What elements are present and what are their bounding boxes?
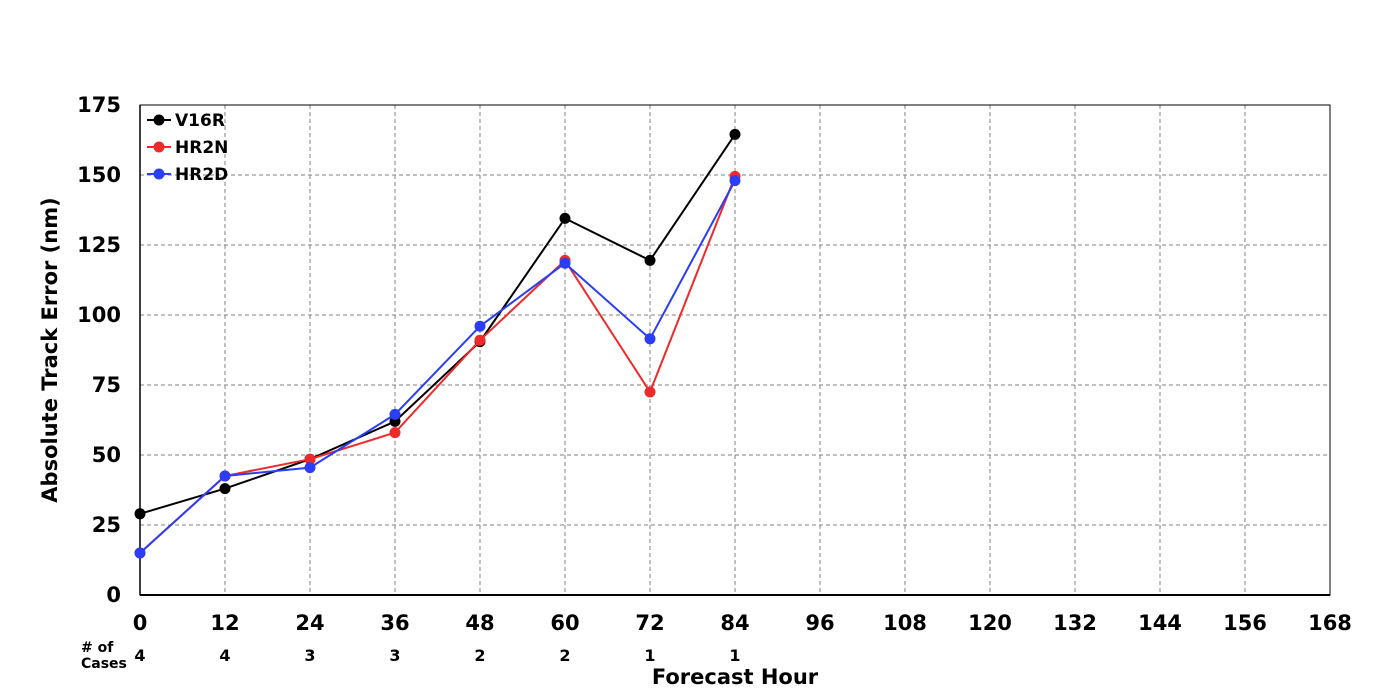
x-tick-label-60: 60 (550, 611, 579, 635)
legend-item-v16r: V16R (147, 111, 225, 131)
cases-row: # of Cases 4 4 3 3 2 2 1 1 (81, 640, 741, 672)
legend-label-hr2d: HR2D (175, 165, 228, 185)
cases-value-84: 1 (729, 646, 740, 665)
data-point-hr2d-48 (474, 320, 486, 332)
x-tick-label-12: 12 (210, 611, 239, 635)
y-tick-label-150: 150 (77, 163, 121, 187)
legend-label-v16r: V16R (175, 111, 225, 131)
x-tick-label-132: 132 (1053, 611, 1097, 635)
cases-label-line1: # of (81, 640, 114, 656)
data-point-hr2d-12 (219, 470, 231, 482)
legend-item-hr2n: HR2N (147, 138, 228, 158)
y-tick-label-25: 25 (92, 513, 121, 537)
data-point-v16r-60 (559, 212, 571, 224)
cases-value-12: 4 (219, 646, 230, 665)
legend-marker-hr2n (153, 141, 165, 153)
legend: V16R HR2N HR2D (147, 111, 228, 185)
data-point-hr2n-36 (389, 427, 401, 439)
data-point-hr2n-48 (474, 334, 486, 346)
x-tick-label-108: 108 (883, 611, 927, 635)
cases-value-60: 2 (559, 646, 570, 665)
legend-item-hr2d: HR2D (147, 165, 228, 185)
data-point-v16r-72 (644, 254, 656, 266)
x-tick-label-156: 156 (1223, 611, 1267, 635)
y-tick-label-50: 50 (92, 443, 121, 467)
x-tick-label-24: 24 (295, 611, 324, 635)
x-tick-label-36: 36 (380, 611, 409, 635)
data-point-hr2d-84 (729, 175, 741, 187)
data-point-hr2d-60 (559, 257, 571, 269)
data-point-hr2d-36 (389, 408, 401, 420)
x-tick-label-144: 144 (1138, 611, 1182, 635)
series-line-hr2d (139, 180, 736, 554)
y-axis-title: Absolute Track Error (nm) (38, 197, 62, 502)
legend-label-hr2n: HR2N (175, 138, 228, 158)
x-tick-label-72: 72 (635, 611, 664, 635)
legend-marker-v16r (153, 114, 165, 126)
x-tick-label-96: 96 (805, 611, 834, 635)
cases-label-line2: Cases (81, 656, 127, 672)
cases-value-48: 2 (474, 646, 485, 665)
data-point-hr2d-72 (644, 333, 656, 345)
cases-value-24: 3 (304, 646, 315, 665)
data-point-hr2n-24 (304, 453, 316, 465)
x-tick-label-120: 120 (968, 611, 1012, 635)
y-tick-label-175: 175 (77, 93, 121, 117)
series-line-v16r (139, 133, 736, 515)
y-tick-label-125: 125 (77, 233, 121, 257)
x-tick-label-48: 48 (465, 611, 494, 635)
x-tick-label-168: 168 (1308, 611, 1352, 635)
series-hr2d (134, 175, 741, 559)
x-tick-label-0: 0 (133, 611, 148, 635)
legend-marker-hr2d (153, 168, 165, 180)
y-tick-label-0: 0 (106, 583, 121, 607)
series-line-hr2n (139, 176, 736, 554)
data-point-hr2n-72 (644, 386, 656, 398)
data-point-hr2d-24 (304, 462, 316, 474)
x-axis-title: Forecast Hour (652, 665, 819, 689)
cases-value-0: 4 (134, 646, 145, 665)
y-tick-label-100: 100 (77, 303, 121, 327)
data-point-hr2d-0 (134, 547, 146, 559)
data-point-v16r-12 (219, 483, 231, 495)
tick-labels: 0 12 24 36 48 60 72 84 96 108 120 132 144 156 168 0 25 50… (77, 93, 1352, 635)
data-point-v16r-84 (729, 128, 741, 140)
x-tick-label-84: 84 (720, 611, 749, 635)
cases-value-36: 3 (389, 646, 400, 665)
cases-value-72: 1 (644, 646, 655, 665)
y-tick-label-75: 75 (92, 373, 121, 397)
data-point-v16r-0 (134, 508, 146, 520)
series (134, 128, 741, 559)
